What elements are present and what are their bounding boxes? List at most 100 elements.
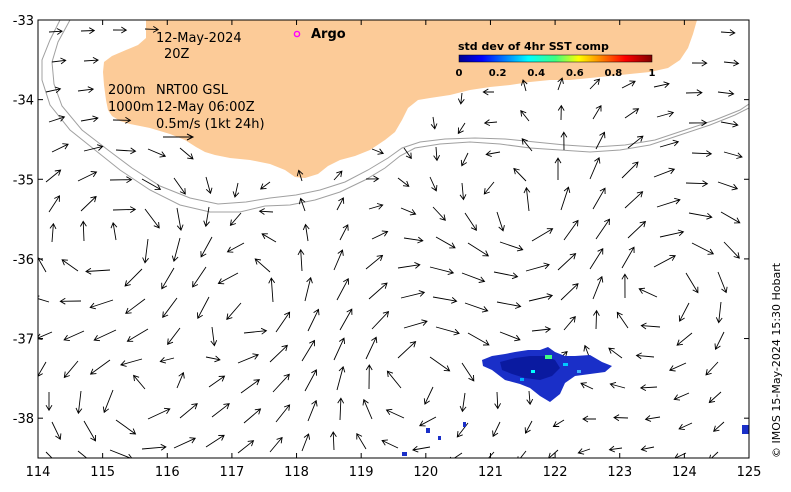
- current-arrow: [371, 230, 389, 240]
- y-tick-label: -38: [13, 412, 34, 427]
- current-arrow: [493, 271, 519, 280]
- current-arrow: [365, 175, 380, 183]
- current-arrow: [302, 223, 310, 242]
- current-arrow: [624, 191, 644, 209]
- current-arrow: [48, 195, 60, 213]
- y-tick-label: -33: [13, 14, 34, 29]
- current-arrow: [333, 170, 343, 181]
- current-arrow: [38, 331, 53, 340]
- current-arrow: [669, 362, 687, 372]
- current-arrow: [144, 26, 160, 33]
- y-tick-label: -37: [13, 333, 34, 348]
- current-arrow: [385, 408, 405, 419]
- current-arrow: [531, 228, 554, 242]
- current-arrow: [336, 197, 345, 211]
- current-arrow: [112, 206, 137, 213]
- current-arrow: [336, 278, 350, 301]
- current-arrow: [179, 403, 198, 419]
- current-arrow: [653, 167, 676, 178]
- current-arrow: [429, 266, 455, 276]
- current-arrow: [304, 369, 318, 392]
- current-arrow: [513, 167, 527, 182]
- current-arrow: [63, 330, 85, 342]
- current-arrow: [304, 276, 313, 302]
- argo-marker: Argo: [293, 27, 346, 42]
- current-arrow: [613, 414, 629, 422]
- current-arrow: [659, 229, 685, 238]
- current-arrow: [676, 332, 693, 346]
- x-tick-label: 115: [90, 465, 115, 480]
- current-arrow: [45, 451, 53, 458]
- contour-1000m-label: 1000m: [108, 100, 154, 115]
- current-arrow: [167, 327, 181, 345]
- current-arrow: [196, 296, 210, 319]
- x-tick-label: 122: [543, 465, 568, 480]
- current-arrow: [531, 326, 552, 333]
- legend-tick-label: 1: [649, 68, 656, 79]
- current-arrow: [162, 297, 178, 319]
- current-arrow: [685, 89, 703, 97]
- current-arrow: [386, 370, 402, 389]
- current-arrow: [638, 287, 658, 298]
- legend: std dev of 4hr SST comp 0 0.2 0.4 0.6 0.8 1: [456, 40, 656, 79]
- current-arrow: [125, 298, 146, 314]
- argo-float-icon: [293, 30, 301, 38]
- current-arrow: [51, 143, 69, 153]
- current-arrow: [243, 327, 268, 335]
- current-arrow: [691, 59, 708, 67]
- current-arrow: [464, 212, 477, 232]
- current-arrow: [717, 271, 728, 294]
- current-arrow: [124, 268, 143, 287]
- current-arrow: [460, 152, 469, 167]
- current-arrow: [494, 391, 501, 410]
- current-arrow: [217, 272, 239, 285]
- current-arrow: [371, 148, 385, 155]
- current-arrow: [688, 119, 708, 127]
- current-arrow: [59, 297, 82, 305]
- current-arrow: [83, 420, 97, 442]
- current-arrow: [525, 262, 550, 272]
- current-arrow: [269, 436, 283, 453]
- current-arrow: [368, 203, 384, 210]
- current-arrow: [560, 283, 579, 301]
- obs-time-label: 12-May 06:00Z: [156, 100, 255, 115]
- x-tick-label: 118: [284, 465, 309, 480]
- current-arrow: [433, 146, 441, 162]
- current-arrow: [459, 182, 467, 201]
- x-tick-label: 117: [219, 465, 244, 480]
- current-arrow: [365, 336, 378, 360]
- current-arrow: [403, 147, 412, 160]
- current-arrow: [412, 445, 431, 453]
- current-arrow: [457, 92, 465, 105]
- current-arrow: [593, 309, 600, 330]
- current-arrow: [678, 302, 690, 322]
- current-arrow: [362, 398, 373, 420]
- sst-stddev-patch: [402, 347, 749, 456]
- current-arrow: [89, 299, 114, 310]
- current-arrow: [80, 115, 99, 123]
- current-arrow: [429, 356, 451, 372]
- current-arrow: [365, 364, 373, 390]
- current-arrow: [521, 138, 533, 152]
- current-arrow: [397, 177, 410, 187]
- current-arrow: [112, 116, 132, 124]
- current-arrow: [269, 344, 288, 363]
- current-arrow: [430, 116, 438, 130]
- copyright-label: © IMOS 15-May-2024 15:30 Hobart: [770, 262, 783, 458]
- current-arrow: [644, 415, 661, 422]
- current-arrow: [714, 331, 725, 350]
- current-arrow: [83, 144, 104, 152]
- current-arrow: [159, 356, 175, 364]
- current-arrow: [307, 308, 320, 332]
- current-arrow: [608, 445, 623, 453]
- current-arrow: [552, 419, 565, 427]
- current-arrow: [557, 104, 565, 121]
- current-arrow: [467, 332, 490, 346]
- current-arrow: [432, 206, 446, 221]
- y-tick-label: -34: [13, 94, 34, 109]
- current-arrow: [621, 246, 635, 269]
- current-arrow: [85, 267, 111, 275]
- current-arrow: [459, 392, 467, 413]
- current-arrow: [403, 319, 428, 329]
- current-arrow: [38, 257, 47, 273]
